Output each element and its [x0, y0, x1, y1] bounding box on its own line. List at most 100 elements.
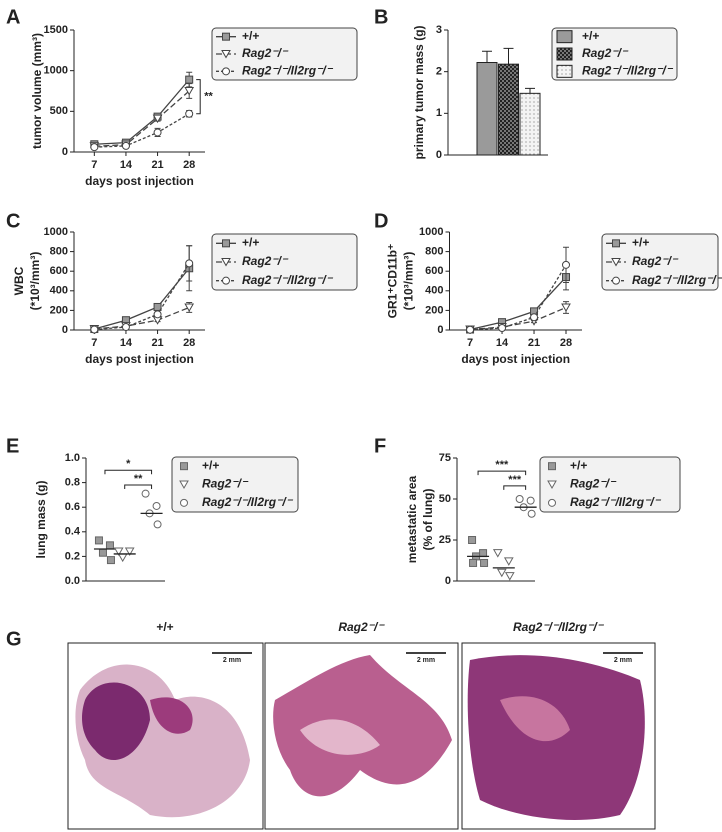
x-tick-label: 14 — [496, 337, 509, 349]
significance-bracket — [477, 470, 527, 476]
marker — [466, 325, 475, 334]
significance-bracket — [124, 484, 153, 490]
histology-1: +/+ 2 mm — [67, 620, 264, 830]
marker — [492, 549, 503, 558]
tissue — [500, 696, 570, 742]
y-axis-label-line: WBC — [12, 266, 26, 295]
marker — [184, 87, 195, 96]
marker — [515, 495, 524, 503]
legend-box — [171, 456, 299, 513]
series-line — [470, 264, 567, 331]
marker — [222, 32, 230, 41]
x-tick-label: 28 — [183, 159, 195, 171]
y-tick-label: 1 — [436, 107, 442, 119]
y-tick-label: 800 — [425, 246, 443, 258]
marker — [479, 549, 488, 558]
marker — [480, 558, 489, 567]
x-tick-label: 21 — [151, 337, 163, 349]
y-tick-label: 1500 — [44, 24, 68, 36]
y-tick-label: 3 — [436, 24, 442, 36]
y-axis-label-line: (*10³/mm³) — [28, 252, 42, 311]
panel-label: E — [6, 435, 19, 457]
y-tick-label: 0.0 — [65, 575, 80, 587]
image-title: +/+ — [156, 620, 173, 634]
legend-box — [551, 27, 678, 81]
legend-label: Rag2⁻/⁻ — [582, 46, 629, 60]
legend-box — [601, 233, 719, 291]
marker — [185, 109, 194, 118]
y-tick-label: 75 — [439, 452, 451, 464]
significance-label: *** — [508, 474, 522, 486]
series-line — [94, 113, 190, 148]
marker — [503, 557, 514, 566]
legend-label: Rag2⁻/⁻ — [632, 254, 679, 268]
panel-label: D — [374, 210, 388, 232]
marker — [548, 498, 556, 507]
image-title: Rag2⁻/⁻/Il2rg⁻/⁻ — [513, 620, 605, 634]
legend-label: +/+ — [570, 458, 587, 472]
y-tick-label: 0 — [436, 149, 442, 161]
series-line — [94, 79, 190, 145]
y-axis-label-line: GR1⁺CD11b⁺ — [386, 244, 400, 319]
marker — [548, 462, 556, 471]
marker — [121, 141, 130, 150]
legend-label: Rag2⁻/⁻/Il2rg⁻/⁻ — [242, 64, 334, 78]
marker — [469, 558, 478, 567]
marker — [504, 572, 515, 581]
legend-label: Rag2⁻/⁻/Il2rg⁻/⁻ — [570, 495, 662, 509]
marker — [90, 325, 99, 334]
marker — [98, 548, 107, 557]
marker — [90, 143, 99, 152]
marker — [561, 303, 571, 312]
marker — [530, 313, 539, 322]
y-tick-label: 0.6 — [65, 501, 80, 513]
series-line — [94, 90, 190, 147]
legend-label: Rag2⁻/⁻ — [570, 477, 617, 491]
marker — [612, 276, 620, 285]
x-axis-label: days post injection — [85, 352, 194, 366]
series-line — [469, 276, 567, 331]
legend-label: Rag2⁻/⁻ — [242, 46, 289, 60]
marker — [117, 553, 128, 563]
legend-label: +/+ — [632, 236, 649, 250]
significance-label: ** — [204, 91, 213, 103]
legend-label: +/+ — [582, 29, 599, 43]
marker — [153, 520, 162, 529]
legend-label: +/+ — [202, 458, 219, 472]
y-tick-label: 0 — [437, 324, 443, 336]
y-axis-label-line: lung mass (g) — [34, 480, 48, 558]
legend-box — [211, 27, 358, 81]
tissue — [150, 697, 193, 734]
legend-label: Rag2⁻/⁻/Il2rg⁻/⁻ — [582, 64, 674, 78]
y-axis-label-line: (*10³/mm³) — [402, 252, 416, 311]
legend-box — [211, 233, 358, 291]
panel-label: C — [6, 210, 20, 232]
significance-label: ** — [134, 473, 143, 485]
y-tick-label: 50 — [439, 493, 451, 505]
scale-label: 2 mm — [614, 657, 632, 664]
marker — [221, 50, 231, 59]
marker — [526, 496, 535, 505]
legend-label: Rag2⁻/⁻/Il2rg⁻/⁻ — [242, 273, 334, 287]
y-axis-label: GR1⁺CD11b⁺ (*10³/mm³) — [386, 244, 416, 319]
marker — [611, 258, 621, 267]
y-axis-label: lung mass (g) — [34, 480, 48, 558]
x-axis-label: days post injection — [461, 352, 570, 366]
y-axis-label: primary tumor mass (g) — [412, 25, 426, 159]
significance-bracket — [104, 469, 153, 475]
significance-bracket — [196, 79, 201, 115]
legend-label: Rag2⁻/⁻ — [202, 477, 249, 491]
bar — [519, 92, 541, 156]
x-tick-label: 14 — [120, 337, 133, 349]
y-tick-label: 2 — [436, 66, 442, 78]
marker — [547, 480, 557, 490]
scale-label: 2 mm — [223, 657, 241, 664]
x-tick-label: 7 — [91, 159, 97, 171]
y-tick-label: 600 — [425, 265, 443, 277]
y-tick-label: 1000 — [419, 226, 443, 238]
y-tick-label: 0 — [62, 324, 68, 336]
y-axis-label: tumor volume (mm³) — [30, 33, 44, 149]
y-tick-label: 200 — [50, 304, 68, 316]
x-tick-label: 14 — [120, 159, 133, 171]
